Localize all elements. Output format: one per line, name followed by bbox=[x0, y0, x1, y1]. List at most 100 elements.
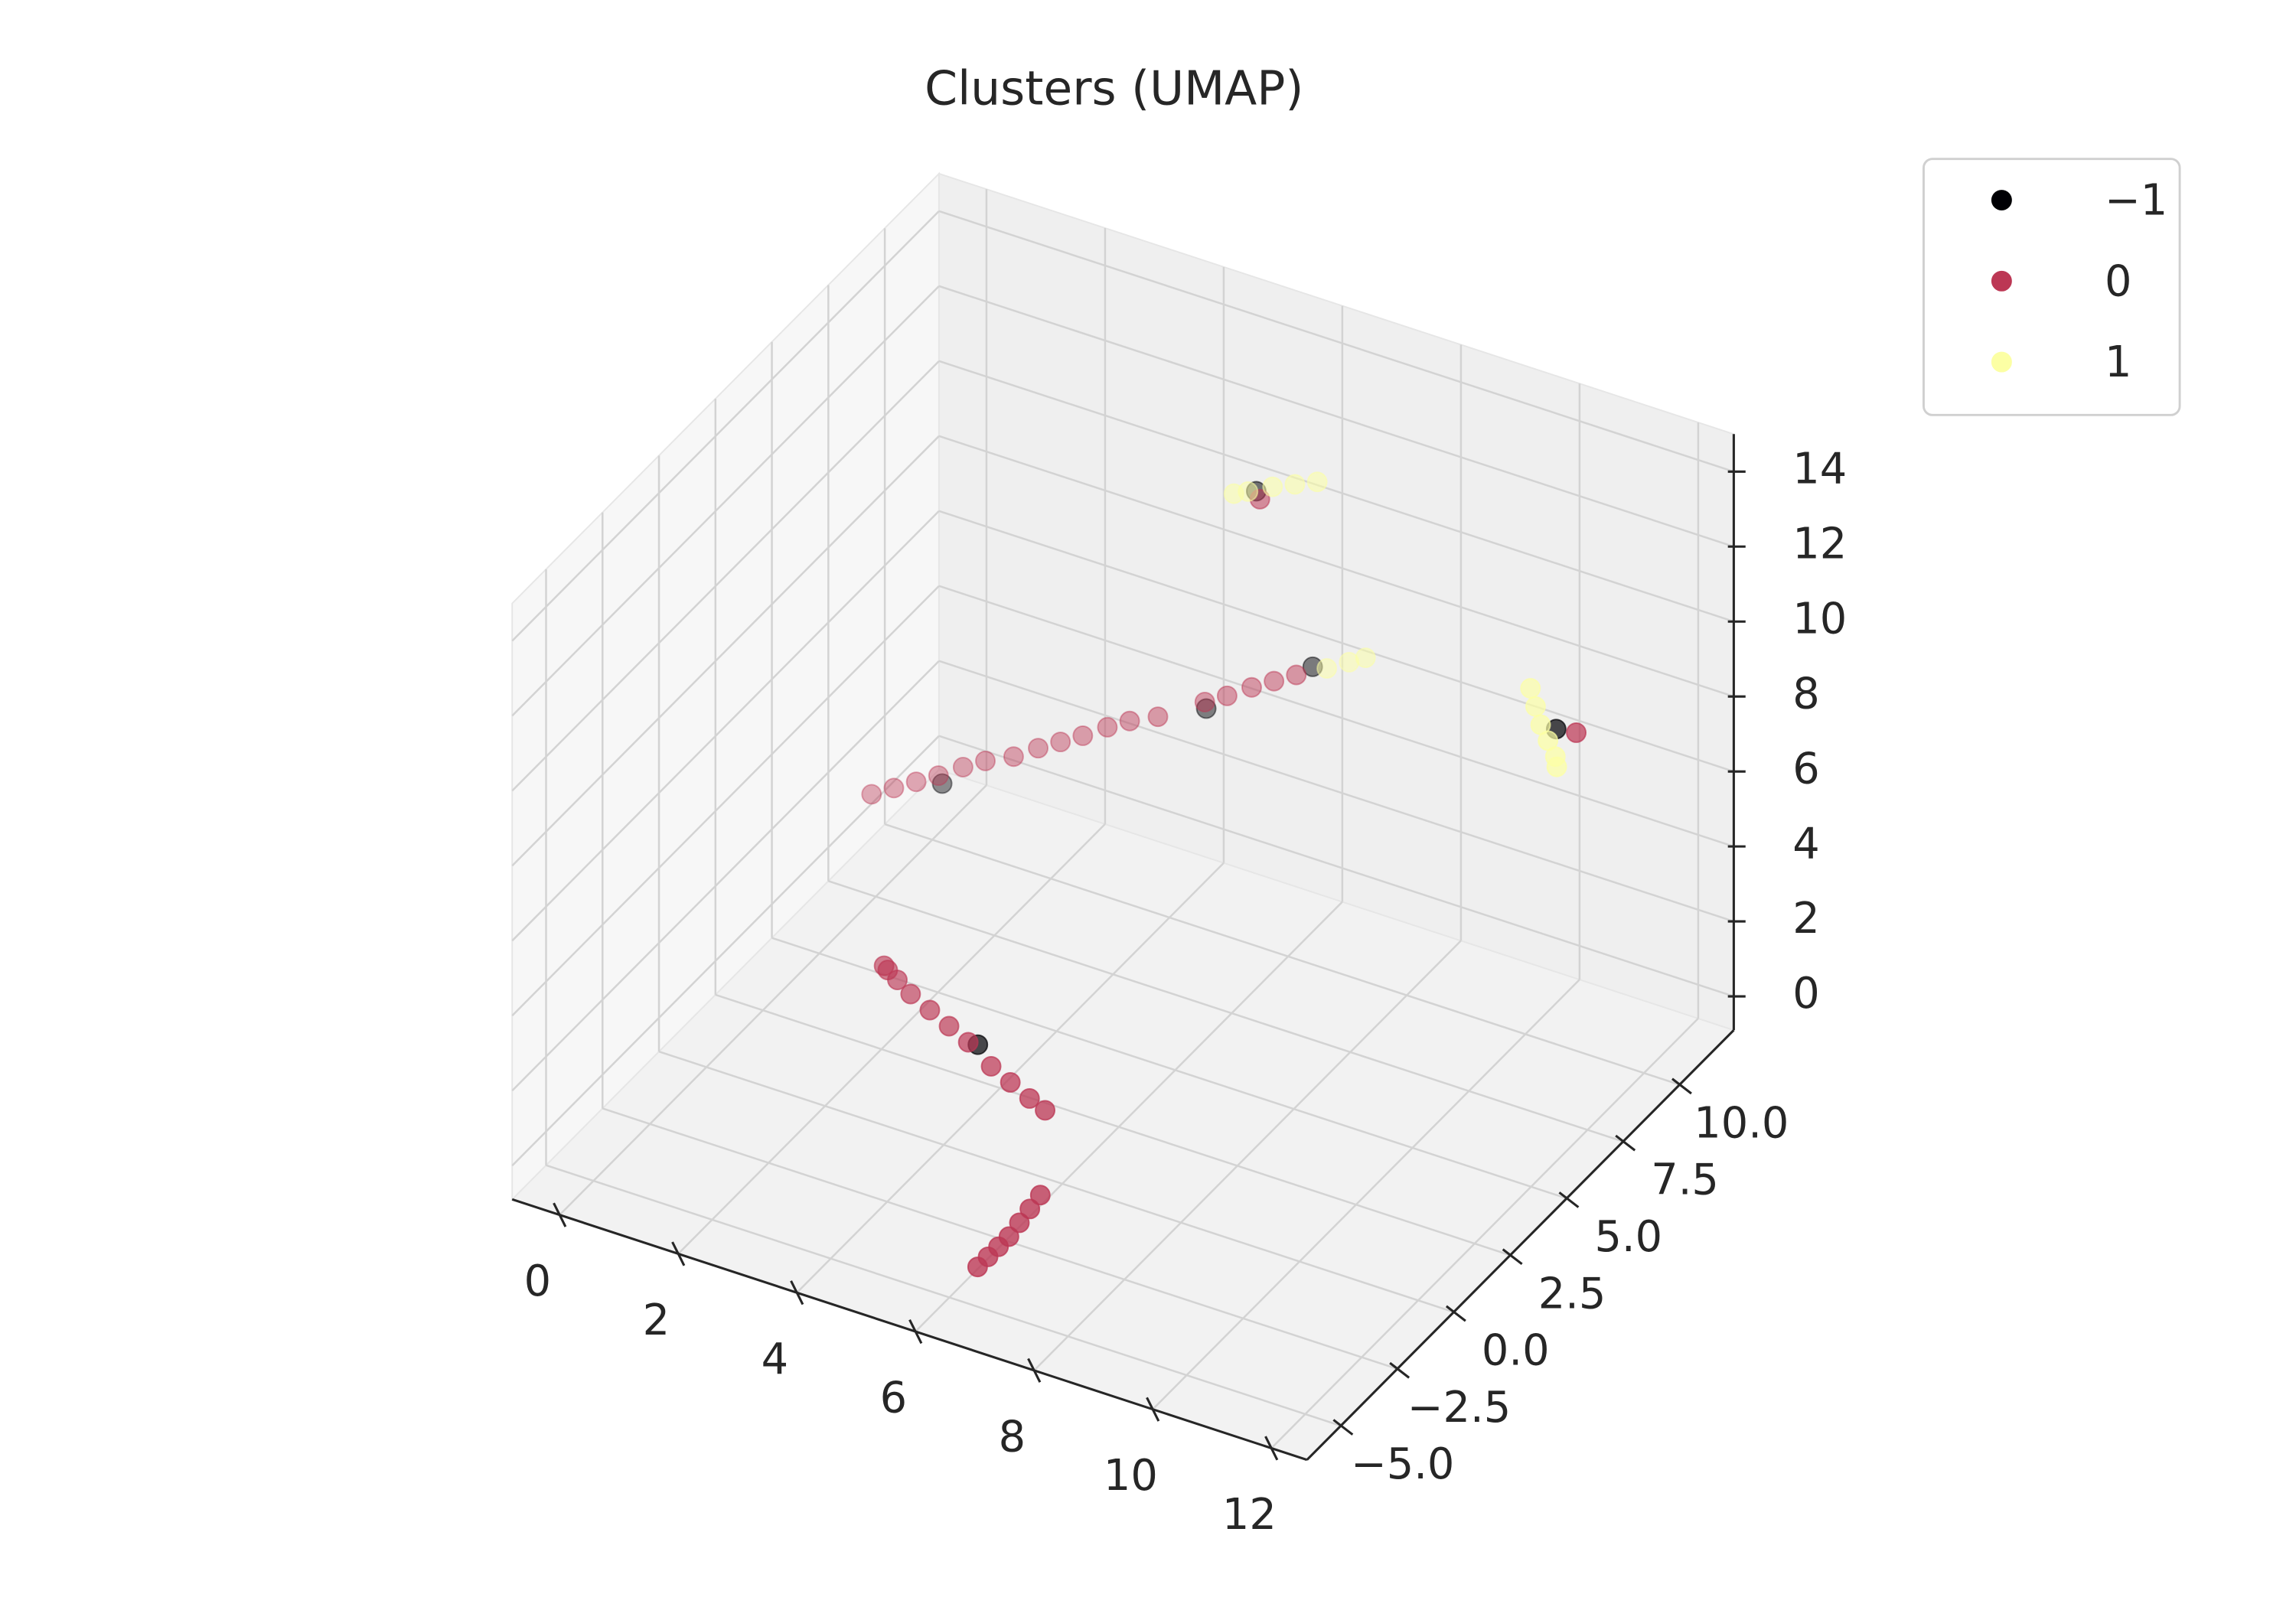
data-point bbox=[1355, 647, 1376, 669]
z-tick-label: 14 bbox=[1792, 444, 1847, 494]
data-point bbox=[1306, 471, 1328, 493]
grid-line bbox=[884, 823, 1680, 1086]
x-tick-label: 0 bbox=[524, 1257, 551, 1306]
grid-line bbox=[546, 1164, 1342, 1427]
x-tick-label: 4 bbox=[762, 1335, 788, 1384]
z-tick-label: 4 bbox=[1792, 819, 1819, 869]
data-point bbox=[1302, 656, 1323, 677]
x-tick-label: 8 bbox=[999, 1412, 1026, 1462]
grid-line bbox=[1152, 979, 1580, 1410]
grid-line bbox=[938, 210, 1734, 473]
data-point bbox=[1019, 1087, 1040, 1109]
y-axis bbox=[1306, 1029, 1735, 1461]
data-point bbox=[1000, 1071, 1021, 1093]
grid-line bbox=[511, 360, 940, 792]
x-tick-label: 10 bbox=[1104, 1451, 1158, 1501]
data-point bbox=[1264, 670, 1285, 692]
z-tick-label: 10 bbox=[1792, 594, 1847, 644]
data-point bbox=[1216, 685, 1238, 706]
y-tick-label: −2.5 bbox=[1407, 1383, 1511, 1433]
data-point bbox=[1003, 746, 1024, 768]
data-point bbox=[883, 777, 905, 799]
y-tick bbox=[1389, 1361, 1411, 1379]
data-point bbox=[1525, 696, 1546, 717]
y-tick-label: 0.0 bbox=[1482, 1326, 1550, 1376]
data-point bbox=[1262, 476, 1283, 497]
y-tick bbox=[1502, 1248, 1523, 1266]
grid-line bbox=[559, 784, 987, 1216]
z-tick-label: 12 bbox=[1792, 519, 1847, 569]
x-tick-label: 2 bbox=[643, 1296, 670, 1345]
data-point bbox=[1035, 1100, 1056, 1121]
data-point bbox=[938, 1015, 960, 1037]
y-tick bbox=[1615, 1134, 1636, 1152]
grid-line bbox=[511, 510, 940, 942]
grid-line bbox=[1270, 1018, 1699, 1449]
grid-line bbox=[715, 993, 1511, 1257]
grid-line bbox=[511, 285, 940, 717]
x-axis bbox=[511, 1198, 1308, 1462]
y-tick-label: 5.0 bbox=[1594, 1212, 1662, 1262]
legend-marker bbox=[1991, 351, 2012, 373]
data-point bbox=[952, 756, 974, 777]
data-point bbox=[1050, 732, 1071, 753]
data-point bbox=[980, 1055, 1002, 1077]
data-point bbox=[1566, 722, 1587, 743]
z-tick-label: 2 bbox=[1792, 894, 1819, 944]
y-tick bbox=[1671, 1077, 1692, 1095]
y-tick-label: 7.5 bbox=[1651, 1156, 1719, 1205]
data-point bbox=[998, 1226, 1019, 1247]
chart-title: Clusters (UMAP) bbox=[925, 60, 1303, 116]
data-point bbox=[928, 765, 949, 787]
data-point bbox=[1147, 706, 1169, 728]
grid-line bbox=[938, 585, 1734, 848]
grid-line bbox=[511, 435, 940, 867]
grid-line bbox=[1033, 940, 1462, 1371]
y-tick bbox=[1558, 1191, 1580, 1208]
grid-line bbox=[938, 435, 1734, 698]
data-point bbox=[1316, 657, 1338, 679]
data-point bbox=[1029, 1185, 1051, 1206]
data-point bbox=[1546, 756, 1567, 777]
data-point bbox=[1009, 1212, 1030, 1234]
y-tick bbox=[1332, 1419, 1354, 1436]
legend-marker bbox=[1991, 270, 2012, 292]
data-point bbox=[1238, 481, 1259, 502]
data-point bbox=[1097, 716, 1118, 738]
data-point bbox=[887, 970, 908, 991]
grid-line bbox=[511, 660, 940, 1092]
grid-line bbox=[511, 585, 940, 1017]
legend-label: 1 bbox=[2105, 337, 2131, 387]
y-tick-label: 2.5 bbox=[1538, 1269, 1606, 1319]
grid-line bbox=[511, 210, 940, 642]
data-point bbox=[900, 983, 921, 1005]
grid-line bbox=[938, 660, 1734, 923]
y-tick-label: 10.0 bbox=[1694, 1098, 1789, 1148]
data-point bbox=[1286, 664, 1307, 686]
data-point bbox=[1194, 691, 1215, 712]
data-point bbox=[861, 784, 882, 805]
x-tick-label: 6 bbox=[880, 1374, 907, 1423]
z-tick-label: 6 bbox=[1792, 744, 1819, 794]
data-point bbox=[1028, 738, 1049, 759]
data-point bbox=[1284, 474, 1306, 495]
grid-line bbox=[827, 880, 1624, 1143]
legend: −1 0 1 bbox=[1923, 158, 2181, 416]
data-point bbox=[1119, 710, 1140, 732]
x-tick-label: 12 bbox=[1222, 1490, 1277, 1540]
legend-label: 0 bbox=[2105, 256, 2131, 306]
grid-line bbox=[938, 285, 1734, 548]
z-tick-label: 0 bbox=[1792, 969, 1819, 1019]
data-point bbox=[1019, 1198, 1041, 1220]
grid-line bbox=[677, 823, 1106, 1255]
grid-line bbox=[658, 1050, 1454, 1313]
legend-marker bbox=[1991, 190, 2012, 210]
grid-line bbox=[511, 735, 940, 1167]
grid-line bbox=[938, 510, 1734, 773]
grid-line bbox=[938, 360, 1734, 623]
y-tick-label: −5.0 bbox=[1351, 1439, 1454, 1489]
y-tick bbox=[1445, 1305, 1466, 1322]
data-point bbox=[957, 1032, 979, 1053]
